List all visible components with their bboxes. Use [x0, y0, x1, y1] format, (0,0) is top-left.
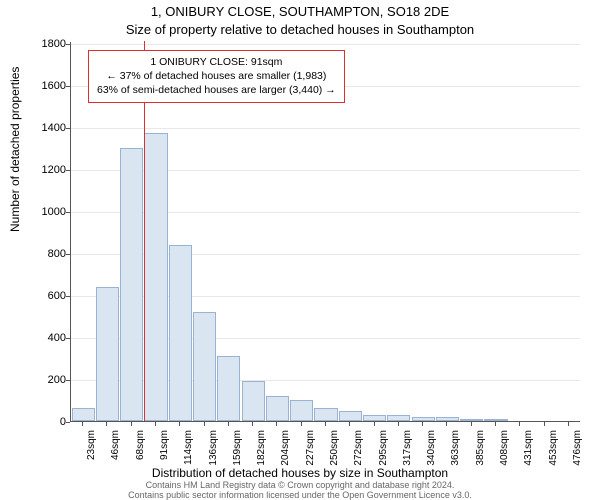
- x-tick-label: 250sqm: [329, 430, 340, 470]
- x-tick-mark: [422, 422, 423, 426]
- y-tick-label: 1200: [26, 164, 66, 176]
- histogram-bar: [412, 417, 435, 421]
- x-tick-label: 91sqm: [159, 430, 170, 470]
- y-tick-mark: [66, 44, 70, 45]
- histogram-bar: [290, 400, 313, 421]
- histogram-bar: [242, 381, 265, 421]
- x-tick-mark: [179, 422, 180, 426]
- histogram-bar: [144, 133, 167, 421]
- y-tick-label: 1000: [26, 206, 66, 218]
- x-tick-mark: [276, 422, 277, 426]
- x-tick-mark: [131, 422, 132, 426]
- x-tick-label: 272sqm: [353, 430, 364, 470]
- y-tick-mark: [66, 422, 70, 423]
- x-tick-mark: [325, 422, 326, 426]
- x-tick-mark: [349, 422, 350, 426]
- x-tick-label: 227sqm: [305, 430, 316, 470]
- x-tick-mark: [544, 422, 545, 426]
- histogram-bar: [363, 415, 386, 421]
- x-tick-mark: [82, 422, 83, 426]
- x-tick-label: 385sqm: [475, 430, 486, 470]
- x-tick-mark: [568, 422, 569, 426]
- gridline: [71, 128, 580, 129]
- y-tick-label: 200: [26, 374, 66, 386]
- y-tick-mark: [66, 380, 70, 381]
- x-tick-label: 317sqm: [402, 430, 413, 470]
- x-tick-mark: [228, 422, 229, 426]
- chart-title-line2: Size of property relative to detached ho…: [0, 22, 600, 37]
- y-tick-mark: [66, 254, 70, 255]
- histogram-bar: [72, 408, 95, 421]
- x-tick-label: 476sqm: [572, 430, 583, 470]
- y-tick-mark: [66, 86, 70, 87]
- histogram-bar: [120, 148, 143, 421]
- y-tick-mark: [66, 338, 70, 339]
- y-tick-label: 0: [26, 416, 66, 428]
- x-tick-label: 453sqm: [548, 430, 559, 470]
- y-tick-mark: [66, 170, 70, 171]
- x-tick-mark: [398, 422, 399, 426]
- x-tick-mark: [155, 422, 156, 426]
- y-axis-label: Number of detached properties: [8, 67, 22, 232]
- x-tick-label: 136sqm: [208, 430, 219, 470]
- x-tick-label: 340sqm: [426, 430, 437, 470]
- histogram-bar: [266, 396, 289, 421]
- histogram-bar: [436, 417, 459, 421]
- histogram-bar: [217, 356, 240, 421]
- x-tick-label: 68sqm: [135, 430, 146, 470]
- x-tick-label: 46sqm: [110, 430, 121, 470]
- gridline: [71, 44, 580, 45]
- credits-line2: Contains public sector information licen…: [128, 490, 472, 500]
- x-tick-label: 363sqm: [450, 430, 461, 470]
- histogram-bar: [314, 408, 337, 421]
- x-tick-mark: [471, 422, 472, 426]
- x-tick-mark: [301, 422, 302, 426]
- x-tick-label: 23sqm: [86, 430, 97, 470]
- x-tick-mark: [495, 422, 496, 426]
- y-tick-label: 1400: [26, 122, 66, 134]
- histogram-bar: [96, 287, 119, 421]
- x-tick-label: 114sqm: [183, 430, 194, 470]
- chart-title-line1: 1, ONIBURY CLOSE, SOUTHAMPTON, SO18 2DE: [0, 4, 600, 19]
- x-tick-label: 159sqm: [232, 430, 243, 470]
- y-tick-label: 1600: [26, 80, 66, 92]
- x-tick-mark: [374, 422, 375, 426]
- histogram-bar: [387, 415, 410, 421]
- histogram-bar: [339, 411, 362, 421]
- histogram-bar: [169, 245, 192, 421]
- credits: Contains HM Land Registry data © Crown c…: [0, 481, 600, 500]
- y-tick-mark: [66, 128, 70, 129]
- y-tick-label: 400: [26, 332, 66, 344]
- y-tick-mark: [66, 212, 70, 213]
- x-tick-label: 182sqm: [256, 430, 267, 470]
- x-tick-label: 204sqm: [280, 430, 291, 470]
- annotation-line3: 63% of semi-detached houses are larger (…: [97, 83, 336, 97]
- histogram-bar: [460, 419, 483, 421]
- x-tick-mark: [252, 422, 253, 426]
- credits-line1: Contains HM Land Registry data © Crown c…: [146, 480, 455, 490]
- annotation-box: 1 ONIBURY CLOSE: 91sqm ← 37% of detached…: [88, 50, 345, 103]
- histogram-bar: [484, 419, 507, 421]
- annotation-line2: ← 37% of detached houses are smaller (1,…: [97, 69, 336, 83]
- y-tick-label: 1800: [26, 38, 66, 50]
- y-tick-mark: [66, 296, 70, 297]
- x-tick-label: 408sqm: [499, 430, 510, 470]
- x-tick-mark: [446, 422, 447, 426]
- x-tick-mark: [106, 422, 107, 426]
- x-tick-mark: [519, 422, 520, 426]
- y-tick-label: 600: [26, 290, 66, 302]
- x-tick-label: 431sqm: [523, 430, 534, 470]
- histogram-bar: [193, 312, 216, 421]
- annotation-line1: 1 ONIBURY CLOSE: 91sqm: [97, 55, 336, 69]
- y-tick-label: 800: [26, 248, 66, 260]
- x-tick-mark: [204, 422, 205, 426]
- x-tick-label: 295sqm: [378, 430, 389, 470]
